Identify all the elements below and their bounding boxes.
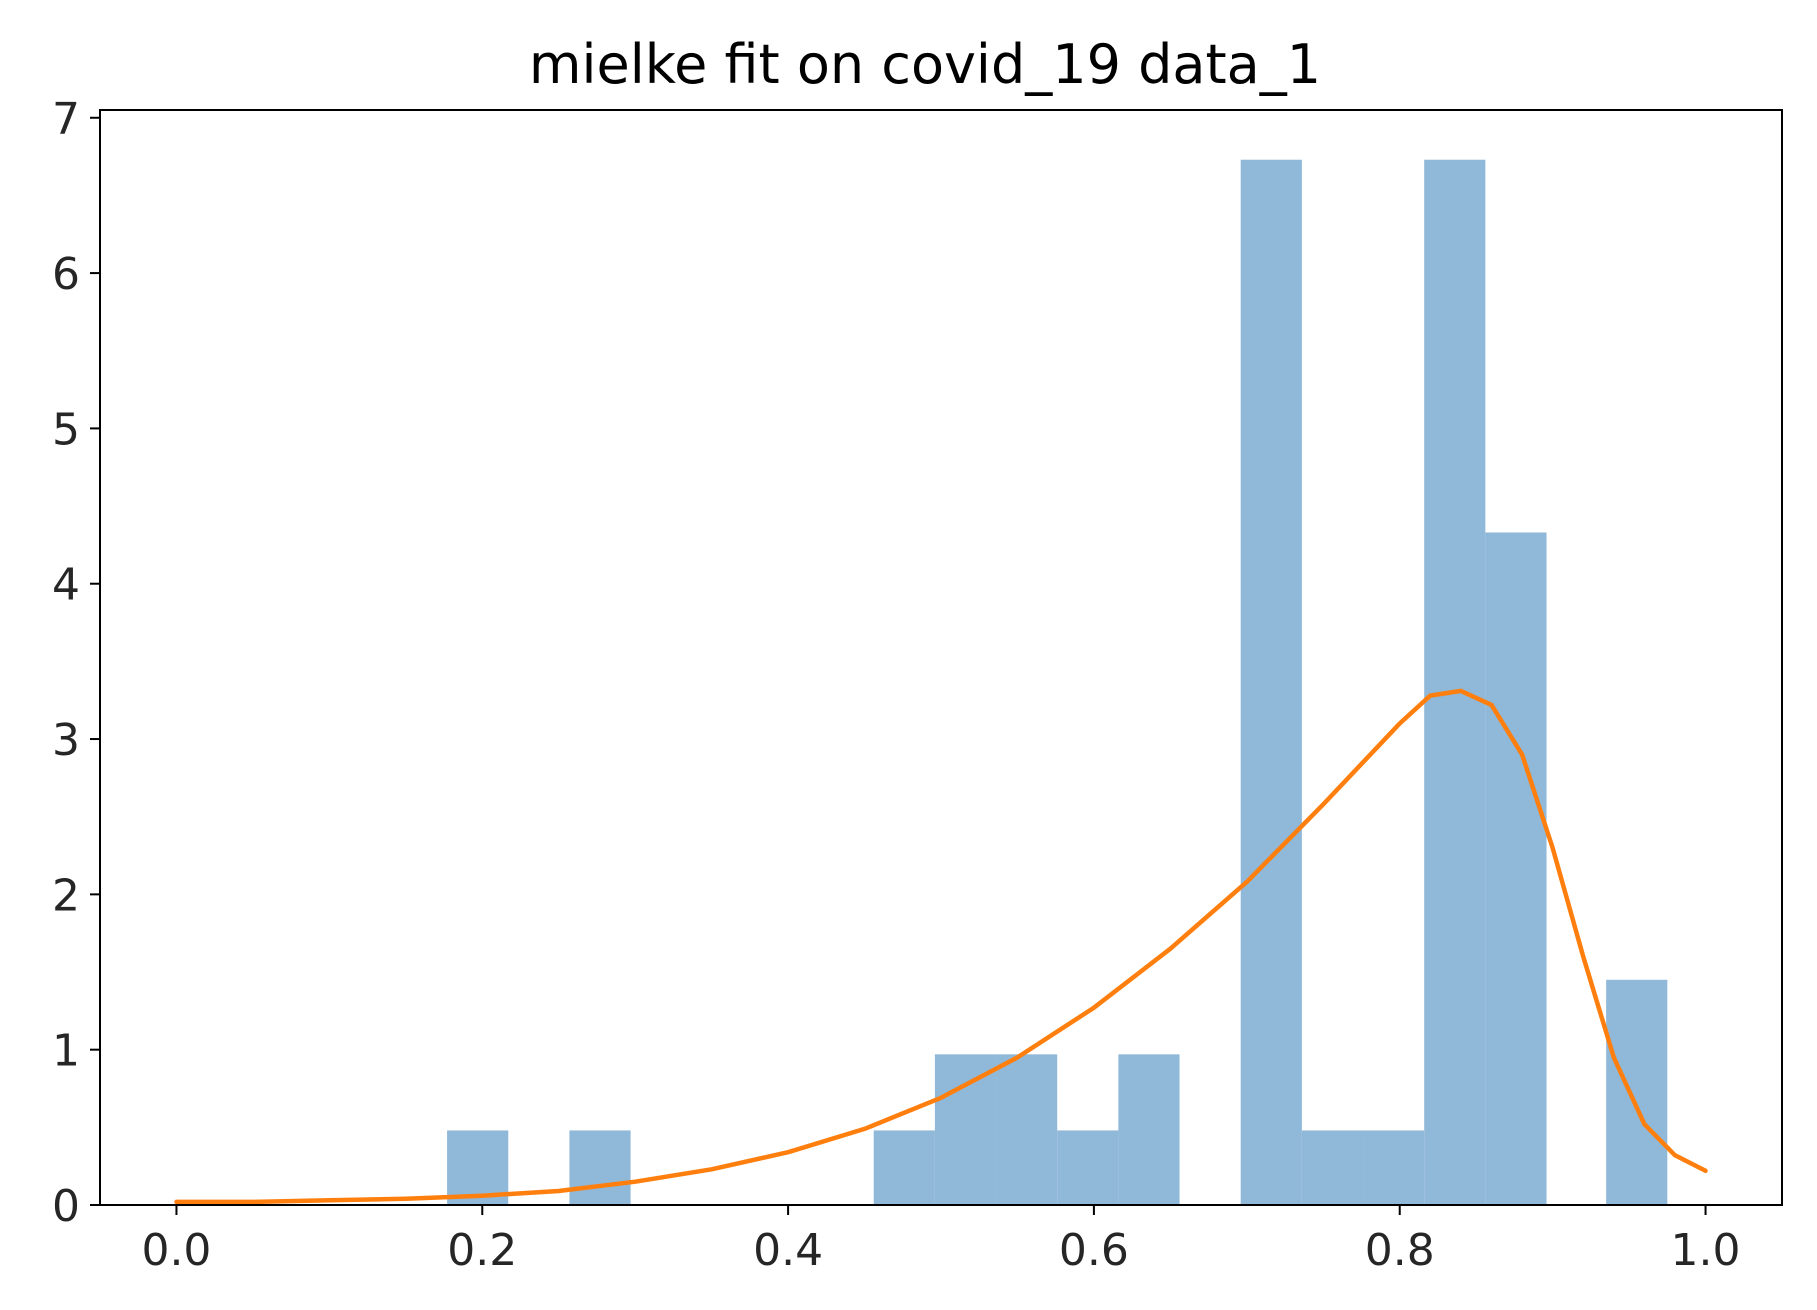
histogram-bar-8 bbox=[1240, 159, 1302, 1205]
histogram-bars bbox=[447, 159, 1668, 1205]
histogram-bar-7 bbox=[1118, 1054, 1180, 1205]
histogram-bar-13 bbox=[1606, 979, 1668, 1205]
y-tick-label: 2 bbox=[52, 870, 80, 921]
x-tick-label: 0.0 bbox=[141, 1225, 211, 1276]
x-tick-label: 0.6 bbox=[1059, 1225, 1129, 1276]
y-tick-label: 7 bbox=[52, 94, 80, 145]
y-tick-label: 4 bbox=[52, 560, 80, 611]
y-tick-label: 3 bbox=[52, 715, 80, 766]
fit-curve-layer bbox=[174, 688, 1708, 1205]
x-tick-label: 0.2 bbox=[447, 1225, 517, 1276]
y-tick-label: 1 bbox=[52, 1026, 80, 1077]
y-axis-ticks: 0 1 2 3 4 5 6 7 bbox=[52, 94, 100, 1232]
y-tick-label: 0 bbox=[52, 1181, 80, 1232]
axes-frame bbox=[99, 109, 1783, 1206]
histogram-bar-12 bbox=[1485, 532, 1547, 1205]
histogram-bar-5 bbox=[996, 1054, 1058, 1205]
histogram-bar-11 bbox=[1424, 159, 1486, 1205]
histogram-bar-9 bbox=[1301, 1130, 1364, 1205]
histogram-bar-2 bbox=[569, 1130, 631, 1205]
y-tick-label: 6 bbox=[52, 249, 80, 300]
histogram-bar-6 bbox=[1057, 1130, 1119, 1205]
fit-curve-line bbox=[174, 688, 1708, 1205]
histogram-bar-3 bbox=[873, 1130, 935, 1205]
histogram-bar-4 bbox=[934, 1054, 997, 1205]
y-tick-label: 5 bbox=[52, 404, 80, 455]
x-axis-ticks: 0.0 0.2 0.4 0.6 0.8 1.0 bbox=[141, 1205, 1741, 1276]
x-tick-label: 0.4 bbox=[753, 1225, 823, 1276]
histogram-bar-10 bbox=[1363, 1130, 1425, 1205]
x-tick-label: 0.8 bbox=[1365, 1225, 1435, 1276]
chart-title: mielke fit on covid_19 data_1 bbox=[529, 33, 1321, 96]
x-tick-label: 1.0 bbox=[1671, 1225, 1741, 1276]
